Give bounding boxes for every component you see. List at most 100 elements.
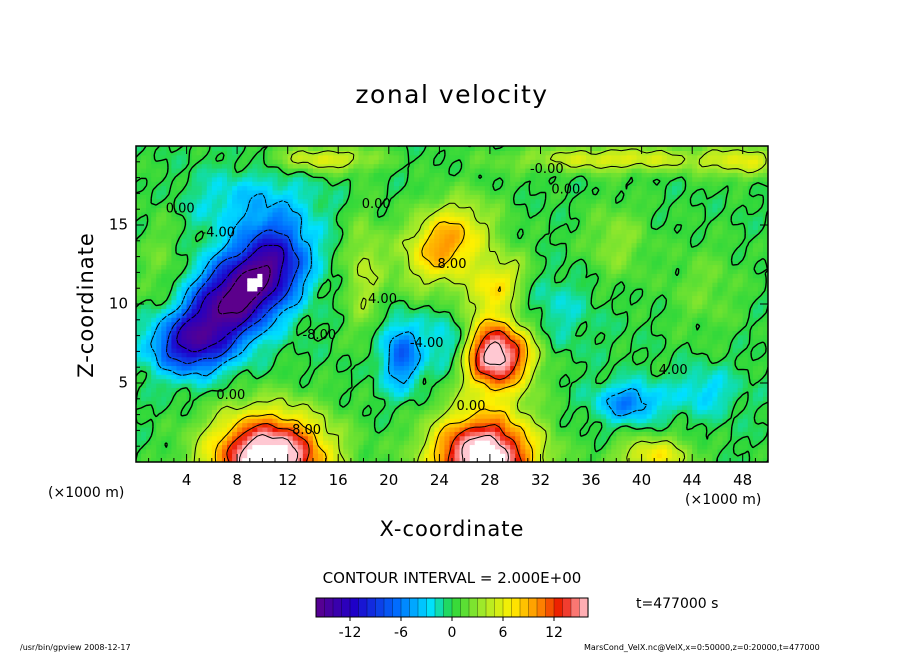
heatmap-cell [393,383,400,388]
heatmap-cell [515,339,521,345]
heatmap-cell [323,440,329,446]
heatmap-cell [737,413,744,419]
heatmap-cell [216,374,223,380]
heatmap-cell [449,404,456,410]
heatmap-cell [247,290,253,296]
heatmap-cell [712,330,719,336]
heatmap-cell [712,365,719,371]
heatmap-cell [312,330,319,336]
heatmap-cell [510,391,516,397]
heatmap-cell [469,431,476,437]
heatmap-cell [323,352,329,358]
heatmap-cell [348,304,355,309]
heatmap-cell [262,365,269,371]
heatmap-cell [388,286,395,292]
heatmap-cell [500,321,506,327]
heatmap-cell [469,290,476,296]
heatmap-cell [232,453,238,459]
heatmap-cell [227,290,233,296]
heatmap-cell [439,400,446,406]
heatmap-cell [419,453,425,459]
heatmap-cell [616,391,622,397]
heatmap-cell [575,317,582,323]
heatmap-cell [277,312,284,318]
heatmap-cell [307,352,314,358]
heatmap-cell [621,440,628,446]
heatmap-cell [181,431,188,437]
heatmap-cell [702,378,708,384]
heatmap-cell [707,321,713,327]
heatmap-cell [727,453,734,459]
heatmap-cell [661,347,668,353]
heatmap-cell [616,413,622,419]
heatmap-cell [287,409,294,415]
heatmap-cell [656,343,663,349]
heatmap-cell [484,453,491,459]
heatmap-cell [393,330,400,336]
heatmap-cell [373,299,380,305]
heatmap-cell [454,334,461,340]
heatmap-cell [732,457,739,462]
heatmap-cell [232,457,238,462]
heatmap-cell [621,304,628,309]
heatmap-cell [479,295,486,301]
heatmap-cell [307,369,314,375]
heatmap-cell [560,435,567,441]
heatmap-cell [505,312,511,318]
heatmap-cell [489,440,496,446]
heatmap-cell [388,418,395,424]
heatmap-cell [611,400,617,406]
heatmap-cell [272,369,279,375]
heatmap-cell [302,308,309,314]
heatmap-cell [211,426,218,432]
heatmap-cell [227,431,233,437]
heatmap-cell [176,453,183,459]
heatmap-cell [712,383,719,388]
heatmap-cell [328,304,334,309]
heatmap-cell [687,295,693,301]
heatmap-cell [403,339,410,345]
heatmap-cell [682,374,688,380]
heatmap-cell [616,448,622,454]
heatmap-cell [656,431,663,437]
heatmap-cell [454,312,461,318]
heatmap-cell [464,308,471,314]
heatmap-cell [747,444,754,450]
heatmap-cell [141,457,147,462]
heatmap-cell [565,361,572,367]
heatmap-cell [353,290,360,296]
heatmap-cell [757,339,764,345]
heatmap-cell [424,391,430,397]
heatmap-cell [393,290,400,296]
heatmap-cell [444,440,451,446]
heatmap-cell [530,374,537,380]
heatmap-cell [560,286,567,292]
heatmap-cell [166,347,172,353]
heatmap-cell [560,396,567,402]
heatmap-cell [181,325,188,331]
heatmap-cell [373,453,380,459]
heatmap-cell [262,343,269,349]
heatmap-cell [449,334,456,340]
heatmap-cell [757,290,764,296]
heatmap-cell [171,422,178,428]
heatmap-cell [515,317,521,323]
heatmap-cell [520,431,526,437]
heatmap-cell [444,339,451,345]
heatmap-cell [560,422,567,428]
heatmap-cell [333,422,339,428]
heatmap-cell [358,321,365,327]
heatmap-cell [515,418,521,424]
heatmap-cell [631,383,638,388]
heatmap-cell [484,369,491,375]
heatmap-cell [535,435,542,441]
heatmap-cell [328,290,334,296]
heatmap-cell [343,404,349,410]
heatmap-cell [697,330,703,336]
heatmap-cell [469,391,476,397]
heatmap-cell [191,308,198,314]
heatmap-cell [752,378,759,384]
heatmap-cell [737,431,744,437]
heatmap-cell [560,334,567,340]
heatmap-cell [429,317,435,323]
